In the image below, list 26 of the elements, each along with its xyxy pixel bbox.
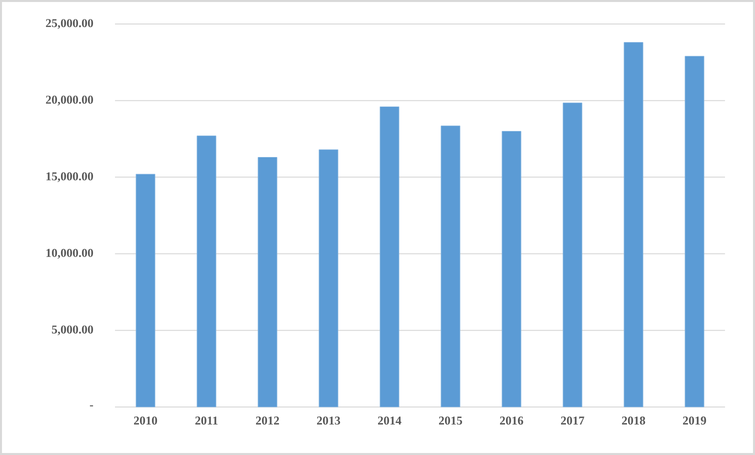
x-tick-label: 2018 <box>622 416 646 425</box>
x-tick-label: 2012 <box>256 416 279 425</box>
x-tick-label: 2019 <box>683 416 706 425</box>
x-tick-label: 2014 <box>378 416 402 425</box>
x-tick-label: 2011 <box>195 416 218 425</box>
bar <box>440 126 460 408</box>
bar <box>136 174 156 408</box>
y-tick-label: 5,000.00 <box>52 325 94 336</box>
bar <box>624 42 644 408</box>
y-tick-label: 20,000.00 <box>46 96 94 106</box>
bar <box>684 56 704 408</box>
y-tick-label: - <box>90 405 94 406</box>
x-tick-label: 2016 <box>500 416 524 425</box>
x-tick-label: 2015 <box>439 416 462 425</box>
x-tick-label: 2013 <box>317 416 340 425</box>
y-tick-label: 25,000.00 <box>46 19 94 29</box>
bar <box>380 106 400 408</box>
bar <box>502 130 522 408</box>
bar <box>562 102 582 408</box>
bar <box>196 136 216 408</box>
bar <box>318 149 338 408</box>
bar <box>258 157 278 408</box>
x-tick-label: 2017 <box>561 416 584 425</box>
x-tick-label: 2010 <box>134 416 158 425</box>
y-tick-label: 10,000.00 <box>46 248 94 259</box>
y-tick-label: 15,000.00 <box>46 172 94 182</box>
